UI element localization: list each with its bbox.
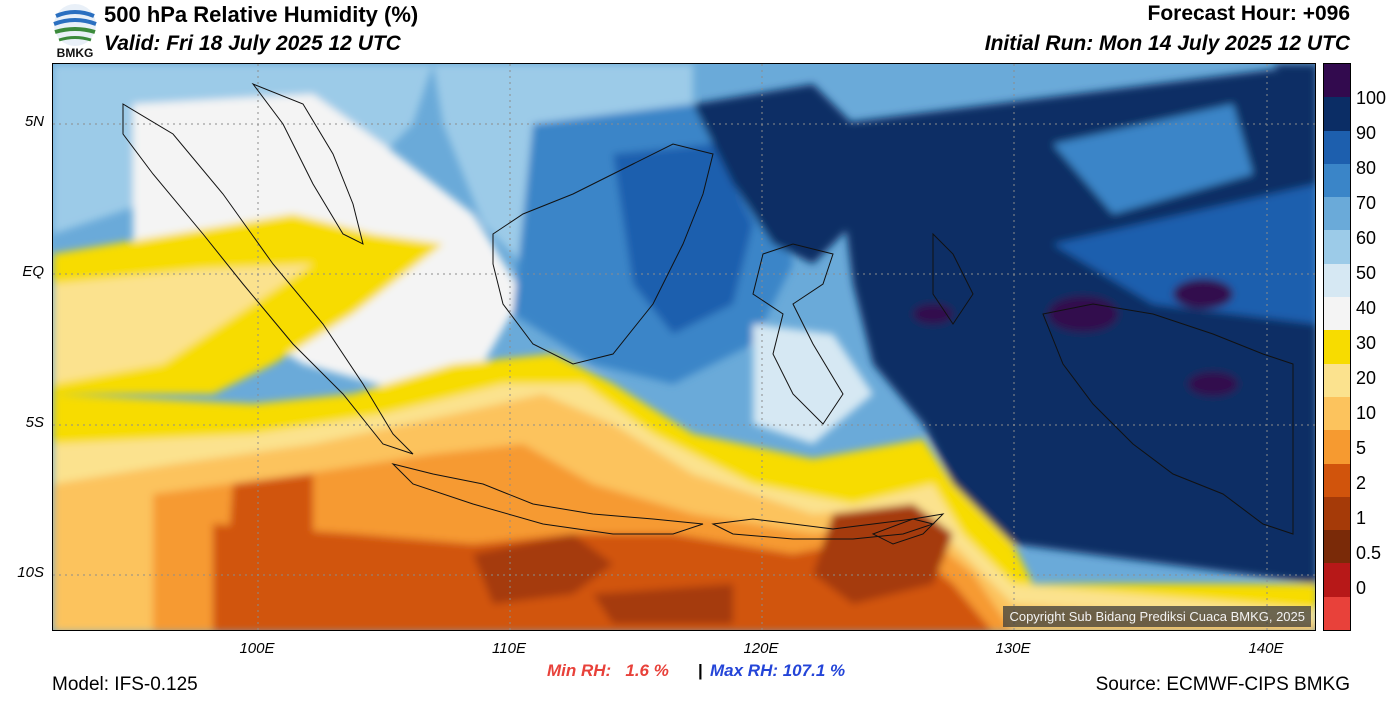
lon-label-120e: 120E [743,640,779,657]
colorbar-label: 60 [1356,228,1377,248]
colorbar-segment [1324,396,1350,431]
valid-time: Valid: Fri 18 July 2025 12 UTC [104,32,401,55]
colorbar-segment [1324,130,1350,165]
source-info: Source: ECMWF-CIPS BMKG [1095,674,1350,695]
lon-label-100e: 100E [239,640,275,657]
lat-label-eq: EQ [22,263,44,280]
map-gridlines [53,64,1315,630]
colorbar-segment [1324,197,1350,231]
forecast-hour: Forecast Hour: +096 [1147,2,1351,25]
bmkg-logo-text: BMKG [56,46,94,60]
colorbar-label: 100 [1356,88,1387,108]
lon-label-140e: 140E [1248,640,1284,657]
colorbar-segment [1324,97,1350,132]
lon-label-130e: 130E [995,640,1031,657]
colorbar-label: 0 [1356,578,1367,598]
colorbar-label: 10 [1356,403,1377,423]
colorbar-segment [1324,64,1350,98]
initial-run: Initial Run: Mon 14 July 2025 12 UTC [984,32,1350,55]
colorbar-label: 0.5 [1356,543,1382,563]
colorbar-segment [1324,363,1350,398]
model-info: Model: IFS-0.125 [52,674,198,695]
colorbar-label: 50 [1356,263,1377,283]
coastlines [122,82,1294,545]
bmkg-globe-icon [53,4,97,46]
colorbar-segment [1324,297,1350,331]
bmkg-logo: BMKG [52,2,98,60]
copyright-notice: Copyright Sub Bidang Prediksi Cuaca BMKG… [1003,606,1311,627]
map-title: 500 hPa Relative Humidity (%) [104,2,419,27]
colorbar-segment [1324,330,1350,365]
colorbar-segment [1324,263,1350,298]
colorbar-label: 90 [1356,123,1377,143]
colorbar-label: 70 [1356,193,1377,213]
min-rh: Min RH: 1.6 % [547,661,669,680]
colorbar [1323,63,1351,631]
colorbar-label: 5 [1356,438,1367,458]
colorbar-label: 20 [1356,368,1377,388]
colorbar-segment [1324,230,1350,265]
colorbar-segment [1324,430,1350,465]
colorbar-segment [1324,163,1350,198]
humidity-field [53,64,1315,630]
humidity-map: Copyright Sub Bidang Prediksi Cuaca BMKG… [52,63,1316,631]
colorbar-label: 80 [1356,158,1377,178]
colorbar-segment [1324,596,1350,631]
colorbar-label: 30 [1356,333,1377,353]
colorbar-segment [1324,463,1350,498]
colorbar-label: 40 [1356,298,1377,318]
colorbar-segment [1324,563,1350,598]
lat-label-5n: 5N [24,113,44,130]
lat-label-10s: 10S [17,564,44,581]
lon-label-110e: 110E [492,640,526,657]
colorbar-segment [1324,496,1350,531]
lat-label-5s: 5S [25,414,44,431]
colorbar-label: 1 [1356,508,1367,528]
stats-separator: | [698,661,703,680]
colorbar-label: 2 [1356,473,1367,493]
colorbar-segment [1324,530,1350,564]
max-rh: Max RH: 107.1 % [710,661,846,680]
